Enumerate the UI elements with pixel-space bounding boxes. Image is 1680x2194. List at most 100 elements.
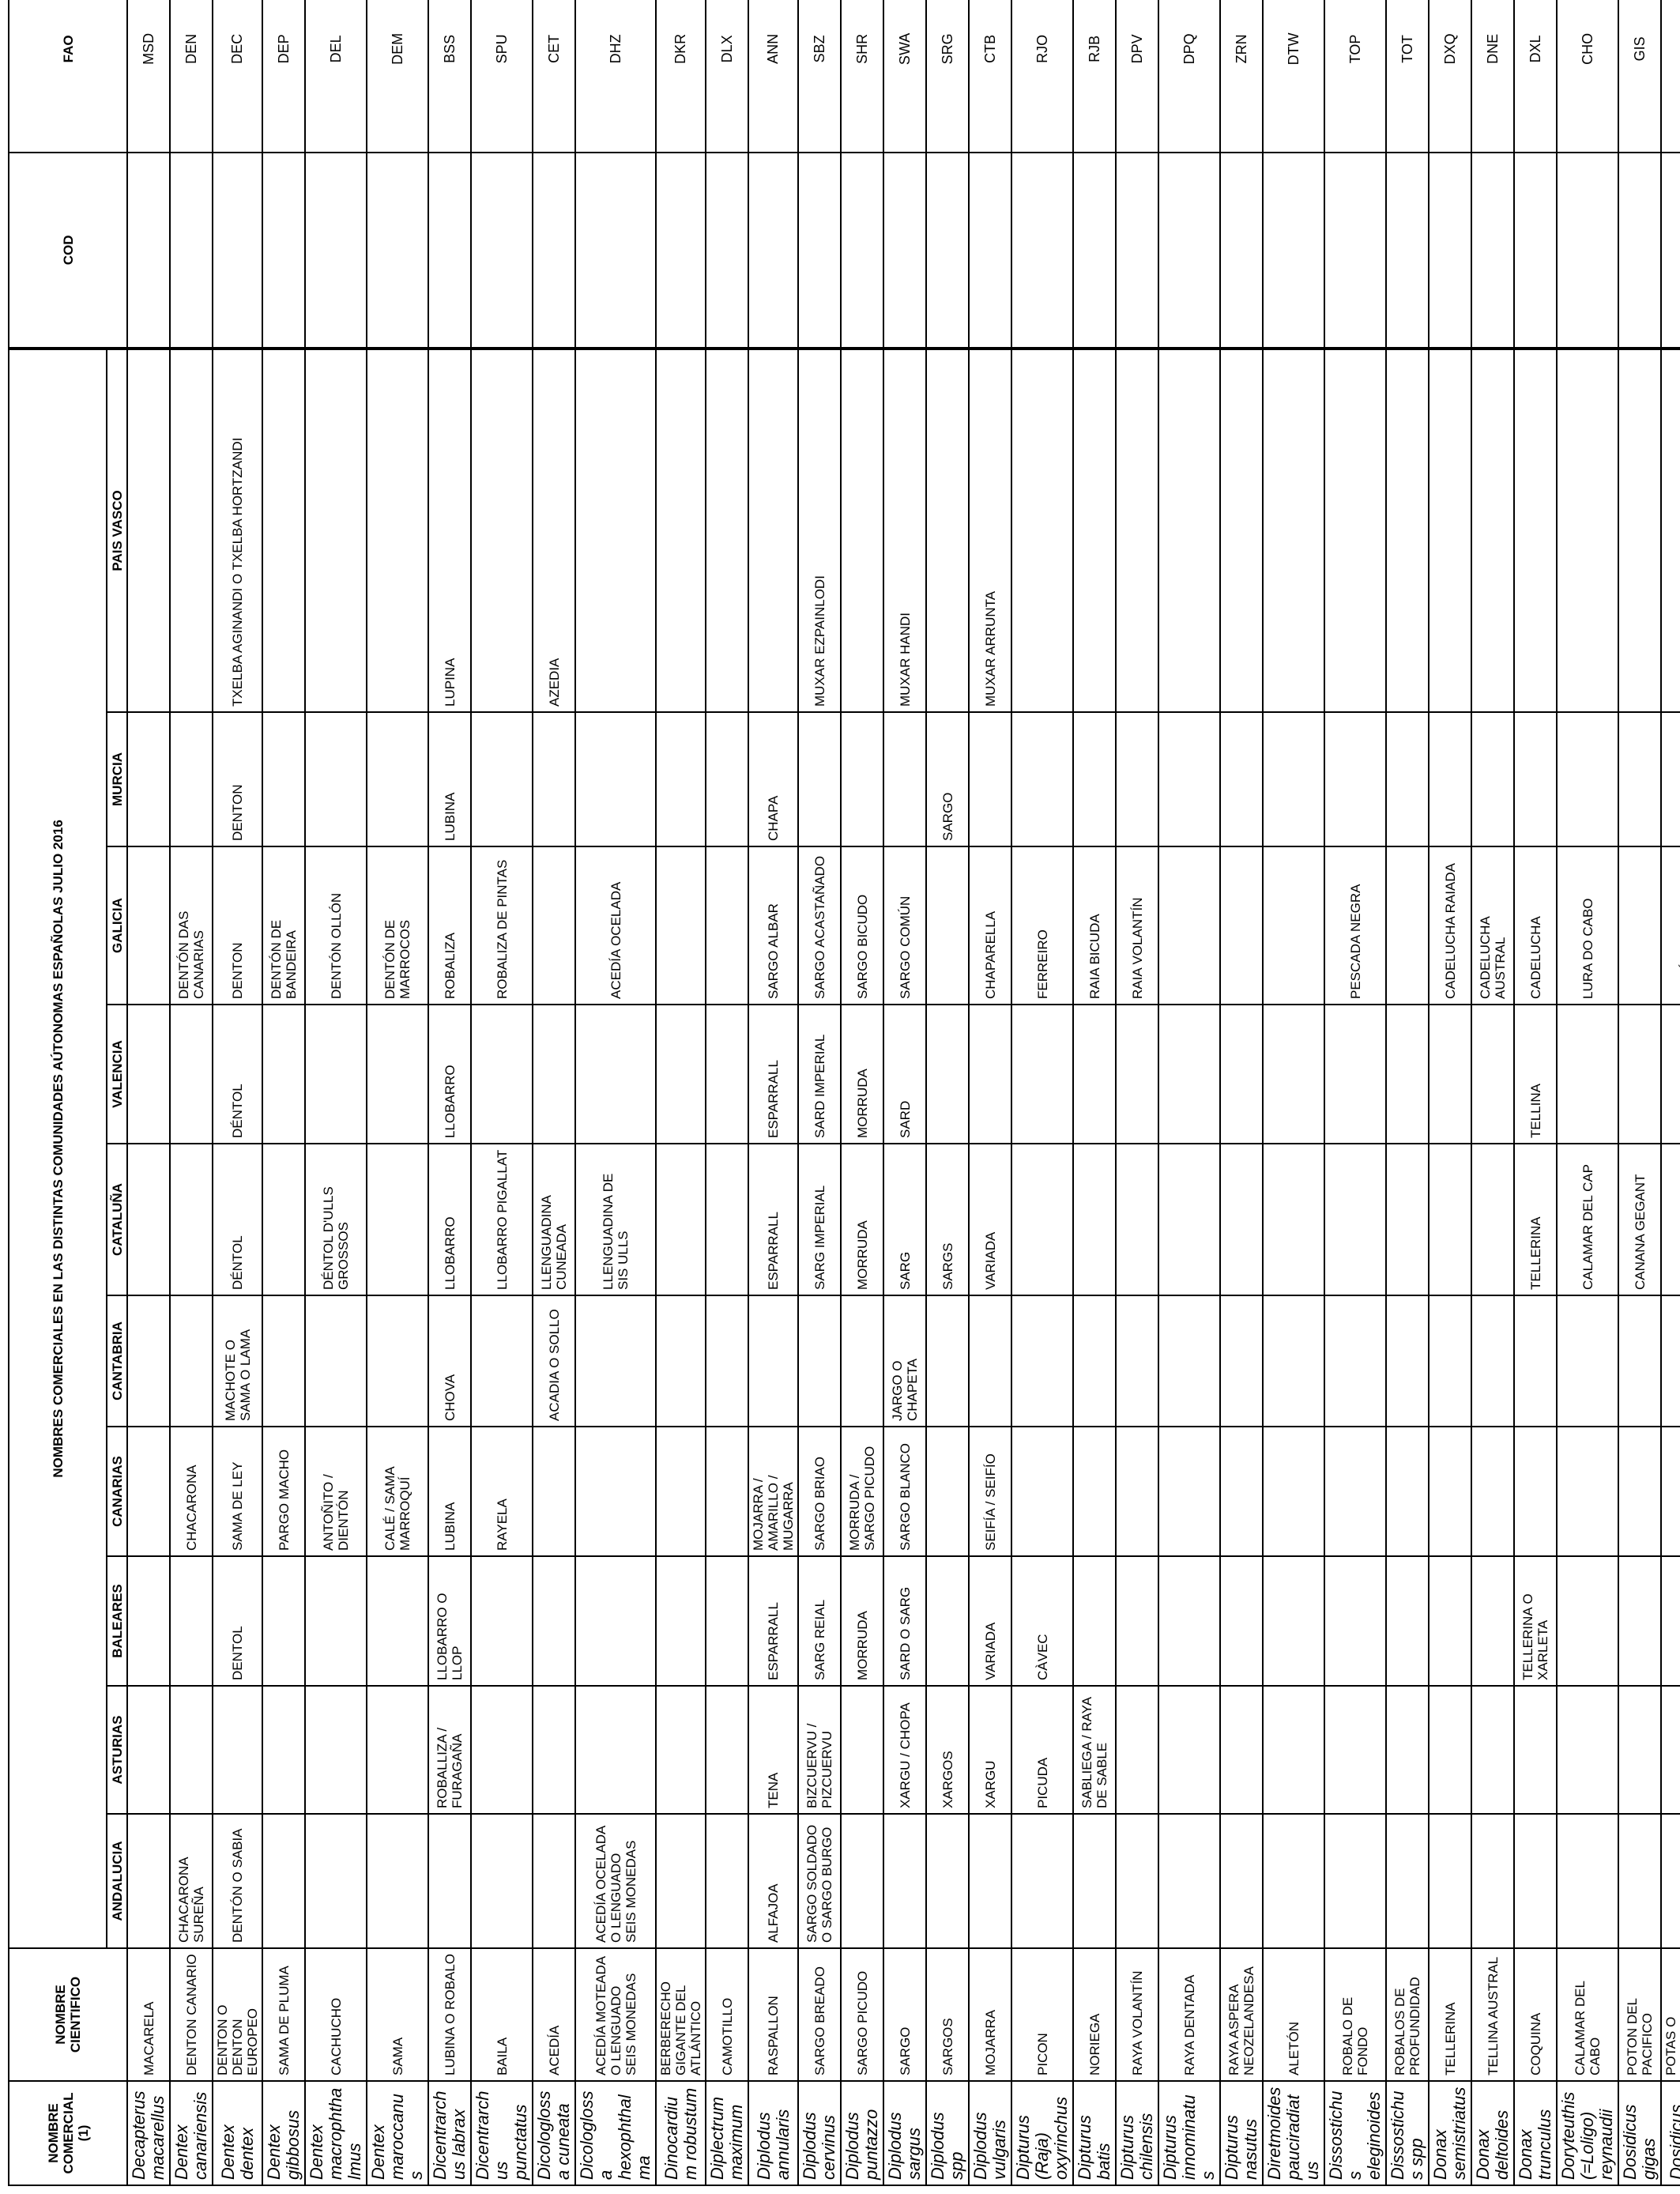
table-row: Diplodus spp SARGOS XARGOS SARGS SARGO SRG (926, 0, 969, 2185)
region-cell-canarias: MORRUDA / SARGO PICUDO (841, 1427, 883, 1556)
fao-code-cell: CTB (969, 0, 1011, 153)
region-cell-cataluna (1471, 1144, 1514, 1295)
region-cell-cantabria (1386, 1295, 1429, 1427)
region-cell-baleares: ESPARRALL (748, 1556, 798, 1686)
region-cell-galicia: CADELUCHA AUSTRAL (1471, 846, 1514, 1005)
region-cell-cantabria (367, 1295, 428, 1427)
region-cell-cantabria: ACADIA O SOLLO (533, 1295, 575, 1427)
region-cell-baleares (1429, 1556, 1471, 1686)
region-cell-cataluna: CANANA GEGANT (1618, 1144, 1661, 1295)
table-row: Diretmoides pauciradiatus ALETÓN DTW (1263, 0, 1324, 2185)
region-cell-pais-vasco (1471, 348, 1514, 712)
scientific-name-cell: Diplodus sargus (883, 2081, 926, 2185)
table-row: Dicentrarchus punctatus BAILA RAYELA LLOBAR… (471, 0, 533, 2185)
region-cell-galicia: RAIA BICUDA (1073, 846, 1116, 1005)
header-region-cantabria: CANTABRIA (107, 1295, 127, 1427)
region-cell-asturias (367, 1686, 428, 1814)
region-cell-cantabria: JARGO O CHAPETA (883, 1295, 926, 1427)
region-cell-cantabria (926, 1295, 969, 1427)
region-cell-baleares (706, 1556, 748, 1686)
scientific-name-cell: Diplodus puntazzo (841, 2081, 883, 2185)
region-cell-cantabria (1661, 1295, 1680, 1427)
region-cell-andalucia (1514, 1814, 1557, 1948)
region-cell-asturias (575, 1686, 656, 1814)
cod-cell (926, 152, 969, 349)
region-cell-cataluna (1263, 1144, 1324, 1295)
region-cell-galicia: ROBALIZA (428, 846, 471, 1005)
region-cell-murcia (656, 712, 706, 846)
region-cell-canarias (706, 1427, 748, 1556)
region-cell-baleares: DENTOL (213, 1556, 262, 1686)
document-page: NOMBRE COMERCIAL (1) NOMBRE CIENTIFICO N… (8, 0, 1680, 2186)
cod-cell (1514, 152, 1557, 349)
region-cell-baleares (305, 1556, 367, 1686)
region-cell-andalucia (1116, 1814, 1158, 1948)
region-cell-pais-vasco (305, 348, 367, 712)
cod-cell (367, 152, 428, 349)
fao-code-cell: TOP (1324, 0, 1386, 153)
table-row: Dipturus nasutus RAYA ASPERA NEOZELANDESA… (1220, 0, 1263, 2185)
region-cell-pais-vasco (1116, 348, 1158, 712)
scientific-name-cell: Dicologlossa cuneata (533, 2081, 575, 2185)
region-cell-baleares: LLOBARRO O LLOP (428, 1556, 471, 1686)
region-cell-murcia: CHAPA (748, 712, 798, 846)
region-cell-cataluna (706, 1144, 748, 1295)
region-cell-cantabria (748, 1295, 798, 1427)
region-cell-baleares (575, 1556, 656, 1686)
region-cell-baleares (170, 1556, 213, 1686)
cod-cell (1116, 152, 1158, 349)
region-cell-pais-vasco (1618, 348, 1661, 712)
region-cell-asturias (471, 1686, 533, 1814)
region-cell-asturias (213, 1686, 262, 1814)
region-cell-cataluna (1429, 1144, 1471, 1295)
region-cell-cataluna: LLENGUADINA CUNEADA (533, 1144, 575, 1295)
region-cell-baleares (926, 1556, 969, 1686)
table-row: Dipturus batis NORIEGA SABLIEGA / RAYA DE … (1073, 0, 1116, 2185)
cod-cell (1386, 152, 1429, 349)
region-cell-baleares (1263, 1556, 1324, 1686)
table-row: Dentex dentex DENTON O DENTON EUROPEO DENT… (213, 0, 262, 2185)
table-row: Diplodus puntazzo SARGO PICUDO MORRUDA MORR… (841, 0, 883, 2185)
scientific-name-cell: Donax deltoides (1471, 2081, 1514, 2185)
common-name-cell: DENTON CANARIO (170, 1948, 213, 2081)
common-name-cell: TELLERINA (1429, 1948, 1471, 2081)
region-cell-canarias (1158, 1427, 1220, 1556)
region-cell-asturias (170, 1686, 213, 1814)
region-cell-canarias (1514, 1427, 1557, 1556)
region-cell-canarias: MOJARRA / AMARILLO / MUGARRA (748, 1427, 798, 1556)
region-cell-cantabria (170, 1295, 213, 1427)
region-cell-murcia (1557, 712, 1618, 846)
table-body: Decapterus macarellus MACARELA MSD Dentex c… (127, 0, 1680, 2185)
region-cell-galicia: SARGO BICUDO (841, 846, 883, 1005)
region-cell-canarias: SAMA DE LEY (213, 1427, 262, 1556)
scientific-name-cell: Doryteuthis (=Loligo) reynaudii (1557, 2081, 1618, 2185)
region-cell-canarias (1429, 1427, 1471, 1556)
header-nombre-comercial: NOMBRE COMERCIAL (1) (9, 2081, 127, 2185)
scientific-name-cell: Dinocardium robustum (656, 2081, 706, 2185)
common-name-cell: ACEDÍA (533, 1948, 575, 2081)
region-cell-pais-vasco (1158, 348, 1220, 712)
common-name-cell: MOJARRA (969, 1948, 1011, 2081)
table-row: Dissostichus eleginoides ROBALO DE FONDO P… (1324, 0, 1386, 2185)
region-cell-baleares (533, 1556, 575, 1686)
region-cell-galicia (656, 846, 706, 1005)
common-name-cell: NORIEGA (1073, 1948, 1116, 2081)
common-name-cell: CALAMAR DEL CABO (1557, 1948, 1618, 2081)
table-row: Dentex canariensis DENTON CANARIO CHACARON… (170, 0, 213, 2185)
region-cell-murcia (883, 712, 926, 846)
region-cell-pais-vasco (706, 348, 748, 712)
region-cell-andalucia (1011, 1814, 1073, 1948)
region-cell-murcia (1073, 712, 1116, 846)
region-cell-cataluna: LLOBARRO (428, 1144, 471, 1295)
scientific-name-cell: Diretmoides pauciradiatus (1263, 2081, 1324, 2185)
common-name-cell: BERBERECHO GIGANTE DEL ATLÁNTICO (656, 1948, 706, 2081)
region-cell-asturias (1263, 1686, 1324, 1814)
region-cell-pais-vasco (1429, 348, 1471, 712)
region-cell-murcia (127, 712, 170, 846)
region-cell-baleares: MORRUDA (841, 1556, 883, 1686)
table-row: Donax deltoides TELLINA AUSTRAL CADELUCHA … (1471, 0, 1514, 2185)
common-name-cell: SAMA (367, 1948, 428, 2081)
region-cell-baleares (1386, 1556, 1429, 1686)
region-cell-galicia: DENTON (213, 846, 262, 1005)
scientific-name-cell: Decapterus macarellus (127, 2081, 170, 2185)
